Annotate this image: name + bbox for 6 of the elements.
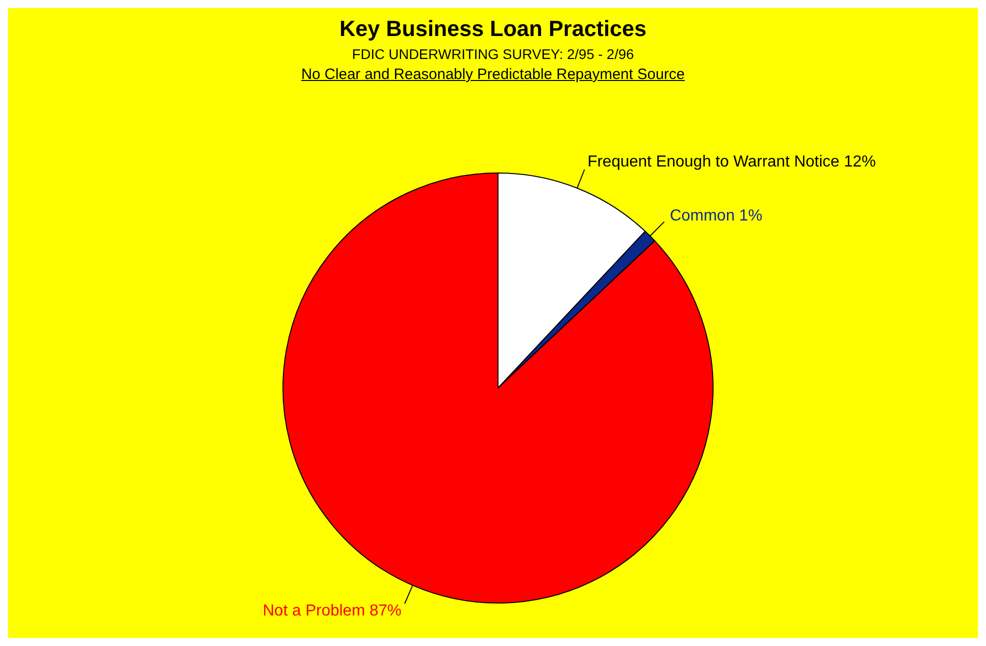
chart-subtitle: FDIC UNDERWRITING SURVEY: 2/95 - 2/96 [351,46,635,62]
chart-title: Key Business Loan Practices [338,16,648,42]
slice-label: Frequent Enough to Warrant Notice 12% [587,154,876,171]
text: No Clear and Reasonably Predictable Repayment Source [300,66,686,83]
slice-label: Not a Problem 87% [262,602,402,620]
slice-label: Common 1% [670,208,762,225]
